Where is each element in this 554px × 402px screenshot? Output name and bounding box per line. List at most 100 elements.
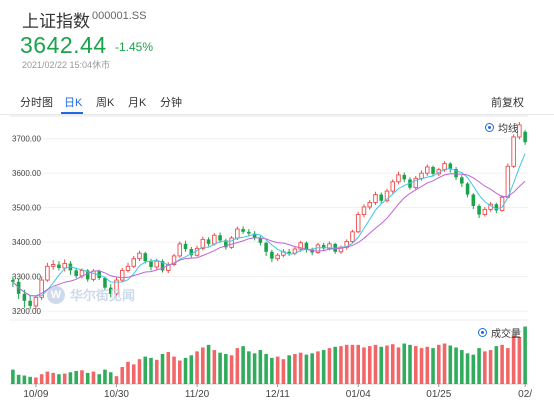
volume-bar <box>212 350 217 384</box>
volume-bar <box>287 355 291 384</box>
candle-body-down <box>241 229 245 232</box>
candle-body-down <box>206 239 211 244</box>
candle-body-up <box>91 270 96 280</box>
candle-body-up <box>505 165 511 198</box>
volume-bar <box>310 353 314 384</box>
volume-bar <box>500 344 504 384</box>
candle-body-up <box>39 279 44 298</box>
volume-legend[interactable]: 成交量 <box>478 325 521 340</box>
candle-body-up <box>425 166 430 174</box>
candle-body-up <box>171 255 177 266</box>
volume-bar <box>350 344 355 384</box>
ma-legend[interactable]: 均线 <box>485 120 518 135</box>
volume-bar <box>154 359 159 384</box>
candle-body-down <box>74 270 78 276</box>
candle-body-up <box>177 243 183 257</box>
tab-weekly-k[interactable]: 周K <box>96 97 115 109</box>
ma-legend-label: 均线 <box>498 124 518 135</box>
x-tick-label: 10/30 <box>104 389 129 400</box>
candle-body-down <box>160 261 165 271</box>
candle-body-down <box>431 166 435 174</box>
x-tick-label: 12/11 <box>265 389 290 400</box>
volume-bar <box>281 359 286 384</box>
candle-body-down <box>402 174 407 180</box>
candle-body-up <box>373 194 378 203</box>
x-tick-label: 01/04 <box>346 389 371 400</box>
volume-bar <box>51 372 55 384</box>
volume-bar <box>108 372 113 384</box>
candle-body-up <box>62 263 67 269</box>
volume-bar <box>356 344 360 384</box>
volume-bar <box>471 354 476 384</box>
volume-bar <box>460 350 464 384</box>
index-code: 000001.SS <box>92 10 147 22</box>
volume-bar <box>34 377 38 384</box>
candle-body-up <box>511 136 516 167</box>
y-tick-label: 3700.00 <box>12 135 41 144</box>
y-tick-label: 3500.00 <box>12 204 41 213</box>
current-price: 3642.44 <box>20 32 107 58</box>
radio-icon <box>478 328 487 337</box>
volume-bar <box>149 357 153 384</box>
volume-bar <box>28 376 32 384</box>
candle-body-up <box>298 242 303 250</box>
volume-bar <box>103 369 107 384</box>
volume-bar <box>206 344 211 384</box>
tab-monthly-k[interactable]: 月K <box>128 97 147 109</box>
x-tick-label: 02/ <box>518 389 532 400</box>
volume-bar <box>379 346 384 384</box>
volume-bar <box>91 371 96 384</box>
volume-bar <box>160 353 165 384</box>
candle-body-up <box>33 296 39 307</box>
volume-bar <box>229 355 234 384</box>
volume-bar <box>264 353 268 384</box>
candle-body-down <box>471 194 476 206</box>
volume-bar <box>68 372 73 384</box>
x-tick-label: 10/09 <box>23 389 48 400</box>
candle-body-up <box>350 231 355 242</box>
timestamp: 2021/02/22 15:04休市 <box>22 60 111 70</box>
tab-minute[interactable]: 分钟 <box>160 97 182 109</box>
volume-bar <box>408 344 412 384</box>
volume-bar <box>166 352 171 384</box>
volume-bar <box>183 357 188 384</box>
candle-body-down <box>454 169 458 178</box>
candle-body-down <box>11 280 15 282</box>
volume-bar <box>298 352 303 384</box>
volume-bar <box>258 350 263 384</box>
volume-bar <box>304 354 309 384</box>
candle-body-up <box>200 238 206 249</box>
candle-body-up <box>229 237 234 248</box>
candle-body-down <box>287 251 291 254</box>
volume-bar <box>62 373 67 384</box>
volume-bar <box>80 370 84 384</box>
candle-body-up <box>361 206 367 216</box>
ma10-line <box>12 173 526 297</box>
tab-intraday[interactable]: 分时图 <box>20 97 53 109</box>
volume-bar <box>333 346 337 384</box>
watermark-text: 华尔街见闻 <box>70 288 136 303</box>
candle-body-up <box>367 202 372 208</box>
volume-bar <box>506 348 510 384</box>
adjust-selector[interactable]: 前复权 <box>491 97 524 109</box>
volume-bar <box>413 346 418 384</box>
volume-bar <box>16 374 21 384</box>
volume-bar <box>189 355 194 384</box>
tab-daily-k[interactable]: 日K <box>64 97 83 109</box>
candle-body-down <box>477 205 481 215</box>
volume-bar <box>137 359 142 384</box>
volume-bar <box>11 369 15 384</box>
volume-bar <box>465 353 470 384</box>
volume-bar <box>431 348 435 384</box>
volume-bar <box>195 351 199 384</box>
volume-bar <box>131 364 136 384</box>
y-tick-label: 3200.00 <box>12 307 41 316</box>
volume-bar <box>483 351 487 384</box>
candle-body-up <box>235 228 240 239</box>
candle-body-down <box>183 243 188 250</box>
volume-bar <box>218 352 222 384</box>
candle-body-down <box>460 177 464 184</box>
candle-body-down <box>379 194 384 201</box>
volume-bar <box>494 346 499 384</box>
